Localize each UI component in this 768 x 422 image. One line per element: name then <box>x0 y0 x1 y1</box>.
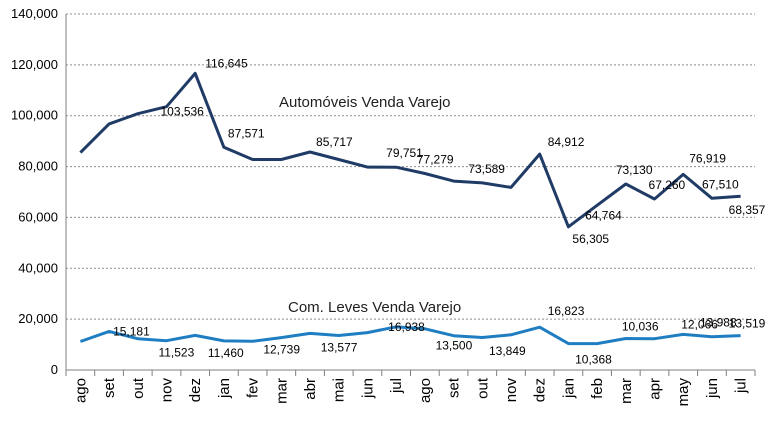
data-label: 64,764 <box>585 208 622 222</box>
x-tick-label: mai <box>331 378 348 402</box>
data-label: 84,912 <box>548 135 585 149</box>
x-tick-label: mar <box>273 378 290 404</box>
x-tick-labels: ago set out nov dez jan fev mar abr mai jun jul ago s… <box>72 377 749 406</box>
x-tick-label: dez <box>187 378 204 402</box>
data-label: 13,849 <box>489 344 526 358</box>
data-label: 12,066 <box>681 317 718 331</box>
x-tick-label: jan <box>560 378 577 399</box>
series-label-automoveis: Automóveis Venda Varejo <box>279 94 451 111</box>
x-tick-label: ago <box>417 378 434 403</box>
data-label: 11,523 <box>158 346 194 360</box>
y-tick-label: 100,000 <box>11 108 58 123</box>
x-tick-label: may <box>675 378 692 407</box>
series-label-com-leves: Com. Leves Venda Varejo <box>288 299 461 316</box>
series-line-0 <box>79 71 741 229</box>
x-tick-label: mar <box>618 378 635 404</box>
x-tick-label: jun <box>704 378 721 399</box>
data-label: 12,739 <box>263 343 300 357</box>
x-tick-label: ago <box>72 378 89 403</box>
data-label: 73,589 <box>468 162 505 176</box>
data-label: 13,500 <box>436 339 473 353</box>
x-tick-label: abr <box>302 378 319 400</box>
x-tick-label: out <box>130 377 147 399</box>
data-label: 73,130 <box>616 163 653 177</box>
x-tick-label: nov <box>503 378 520 403</box>
data-label: 67,510 <box>702 177 739 191</box>
y-tick-label: 0 <box>51 362 58 377</box>
y-tick-label: 140,000 <box>11 6 58 21</box>
data-label: 10,036 <box>622 319 659 333</box>
x-tick-label: fev <box>245 378 262 399</box>
x-tick-label: feb <box>589 378 606 399</box>
axes <box>65 14 756 376</box>
data-label: 13,988 <box>700 316 737 330</box>
data-label: 79,751 <box>386 146 423 160</box>
x-tick-label: jul <box>733 378 750 394</box>
data-label: 16,823 <box>548 304 585 318</box>
data-label: 56,305 <box>572 232 609 246</box>
x-tick-label: nov <box>158 378 175 403</box>
data-label: 13,577 <box>321 340 358 354</box>
data-label: 103,536 <box>160 105 204 119</box>
x-tick-label: out <box>474 377 491 399</box>
data-label: 11,460 <box>208 346 244 360</box>
data-label: 85,717 <box>316 135 353 149</box>
data-label: 16,938 <box>388 320 425 334</box>
x-tick-label: dez <box>532 378 549 402</box>
data-label: 67,260 <box>649 178 686 192</box>
data-label: 76,919 <box>689 151 726 165</box>
data-label: 13,519 <box>729 317 766 331</box>
data-label: 87,571 <box>228 126 265 140</box>
series-lines <box>79 71 741 346</box>
x-tick-label: jul <box>388 378 405 394</box>
y-tick-label: 60,000 <box>18 209 58 224</box>
data-label: 116,645 <box>205 56 248 70</box>
gridlines <box>66 13 755 320</box>
data-label: 77,279 <box>417 152 454 166</box>
series-annotations: Automóveis Venda Varejo Com. Leves Venda… <box>279 94 461 316</box>
data-label: 10,368 <box>575 353 612 367</box>
x-tick-label: set <box>101 377 118 398</box>
x-tick-label: jun <box>359 378 376 399</box>
x-tick-label: apr <box>647 378 664 400</box>
x-tick-label: set <box>446 377 463 398</box>
data-label: 68,357 <box>729 203 766 217</box>
y-tick-label: 80,000 <box>18 159 58 174</box>
series-line-1 <box>79 325 741 346</box>
y-tick-label: 40,000 <box>18 260 58 275</box>
x-tick-label: jan <box>216 378 233 399</box>
y-tick-label: 120,000 <box>11 57 58 72</box>
data-label: 15,181 <box>113 324 150 338</box>
y-tick-labels: 0 20,000 40,000 60,000 80,000 100,000 120,000 1… <box>11 6 58 377</box>
y-tick-label: 20,000 <box>18 311 58 326</box>
